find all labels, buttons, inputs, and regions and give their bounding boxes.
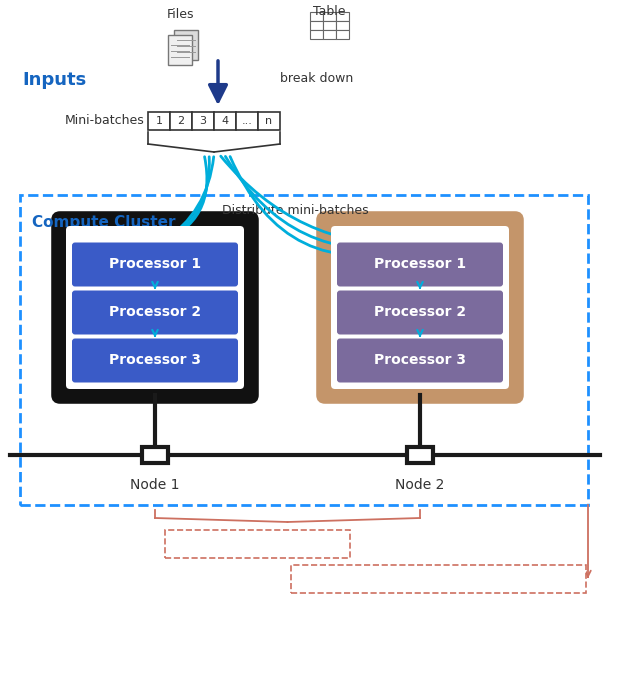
FancyBboxPatch shape	[323, 30, 336, 39]
Text: Node 2: Node 2	[395, 478, 445, 492]
FancyBboxPatch shape	[310, 21, 323, 30]
Text: 3: 3	[199, 116, 207, 126]
Text: Table: Table	[313, 5, 346, 18]
Text: 4: 4	[222, 116, 228, 126]
FancyBboxPatch shape	[72, 338, 238, 383]
FancyBboxPatch shape	[236, 112, 258, 130]
Text: Inputs: Inputs	[22, 71, 86, 89]
FancyBboxPatch shape	[336, 12, 349, 21]
FancyBboxPatch shape	[168, 35, 192, 65]
FancyBboxPatch shape	[336, 21, 349, 30]
Text: ...: ...	[242, 116, 252, 126]
Text: Processor 1: Processor 1	[109, 258, 201, 271]
FancyBboxPatch shape	[336, 30, 349, 39]
FancyBboxPatch shape	[165, 530, 350, 558]
Text: n: n	[265, 116, 273, 126]
FancyBboxPatch shape	[337, 291, 503, 334]
FancyBboxPatch shape	[310, 12, 323, 21]
FancyBboxPatch shape	[337, 338, 503, 383]
Text: instance_count = 2: instance_count = 2	[190, 537, 325, 550]
FancyBboxPatch shape	[72, 243, 238, 286]
FancyBboxPatch shape	[407, 447, 433, 463]
FancyBboxPatch shape	[20, 195, 588, 505]
Text: 2: 2	[178, 116, 184, 126]
FancyBboxPatch shape	[192, 112, 214, 130]
FancyBboxPatch shape	[291, 565, 586, 593]
FancyBboxPatch shape	[72, 291, 238, 334]
Text: Mini-batches: Mini-batches	[64, 115, 144, 128]
FancyBboxPatch shape	[174, 30, 198, 60]
Text: Processor 3: Processor 3	[109, 353, 201, 368]
FancyBboxPatch shape	[142, 447, 168, 463]
FancyBboxPatch shape	[323, 12, 336, 21]
FancyBboxPatch shape	[310, 30, 323, 39]
Text: Processor 2: Processor 2	[374, 306, 466, 319]
Text: Compute Cluster: Compute Cluster	[32, 215, 175, 230]
FancyBboxPatch shape	[214, 112, 236, 130]
Text: Distribute mini-batches: Distribute mini-batches	[222, 203, 368, 216]
FancyBboxPatch shape	[337, 243, 503, 286]
FancyBboxPatch shape	[66, 226, 244, 389]
Text: 1: 1	[155, 116, 162, 126]
Text: Processor 2: Processor 2	[109, 306, 201, 319]
FancyBboxPatch shape	[319, 214, 521, 401]
FancyBboxPatch shape	[54, 214, 256, 401]
Text: max_concurrency_per_instance = 3: max_concurrency_per_instance = 3	[318, 572, 558, 586]
FancyBboxPatch shape	[258, 112, 280, 130]
FancyBboxPatch shape	[323, 21, 336, 30]
FancyBboxPatch shape	[170, 112, 192, 130]
Text: Node 1: Node 1	[130, 478, 180, 492]
Text: Files: Files	[166, 8, 194, 21]
FancyBboxPatch shape	[148, 112, 170, 130]
Text: break down: break down	[280, 72, 354, 85]
FancyBboxPatch shape	[331, 226, 509, 389]
Text: Processor 1: Processor 1	[374, 258, 466, 271]
Text: Processor 3: Processor 3	[374, 353, 466, 368]
